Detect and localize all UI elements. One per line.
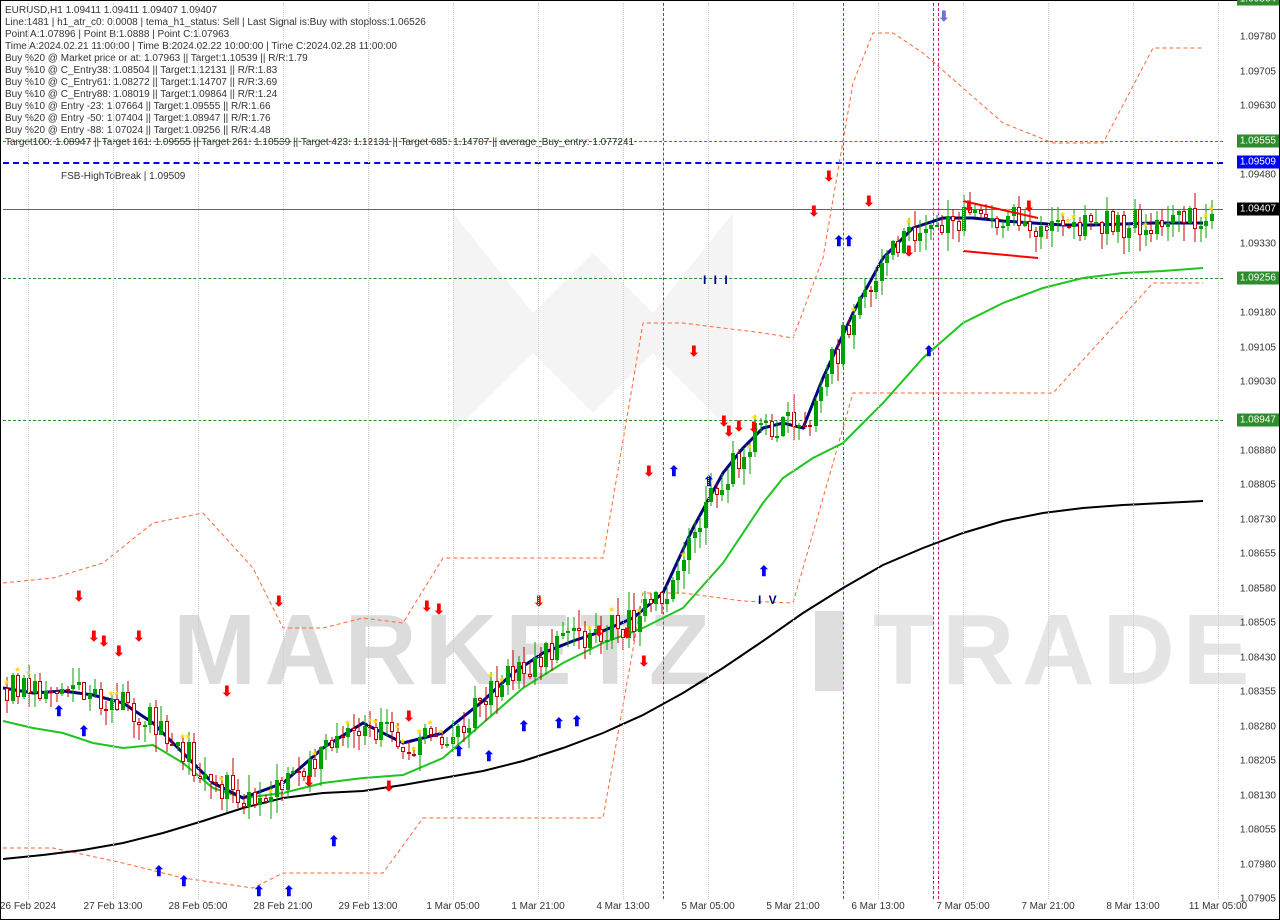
y-tick: 1.08805 <box>1240 480 1276 491</box>
y-tick: 1.09630 <box>1240 101 1276 112</box>
y-tick: 1.09480 <box>1240 170 1276 181</box>
info-line: Buy %10 @ C_Entry61: 1.08272 || Target:1… <box>5 77 277 88</box>
y-tick: 1.09780 <box>1240 32 1276 43</box>
x-tick: 6 Mar 13:00 <box>851 901 904 912</box>
wave-label: I I I <box>703 273 730 287</box>
x-tick: 26 Feb 2024 <box>0 901 56 912</box>
x-tick: 1 Mar 05:00 <box>426 901 479 912</box>
x-tick: 29 Feb 13:00 <box>339 901 398 912</box>
price-tag: 1.09555 <box>1237 134 1279 147</box>
x-tick: 7 Mar 21:00 <box>1021 901 1074 912</box>
y-tick: 1.08880 <box>1240 446 1276 457</box>
y-tick: 1.09180 <box>1240 308 1276 319</box>
x-gridline <box>113 3 114 899</box>
x-tick: 28 Feb 21:00 <box>254 901 313 912</box>
price-tag: 1.09864 <box>1237 0 1279 5</box>
y-tick: 1.09330 <box>1240 239 1276 250</box>
x-gridline <box>1218 3 1219 899</box>
x-gridline <box>1133 3 1134 899</box>
y-tick: 1.08430 <box>1240 652 1276 663</box>
price-tag: 1.09509 <box>1237 155 1279 168</box>
x-tick: 11 Mar 05:00 <box>1189 901 1247 912</box>
chart-container: MARKETZ TRADE ★★★★★★★★★★★★★★★★★★★★★★★★★★… <box>0 0 1280 920</box>
info-line: Buy %10 @ C_Entry38: 1.08504 || Target:1… <box>5 65 277 76</box>
info-line: Buy %20 @ Entry -88: 1.07024 || Target:1… <box>5 125 271 136</box>
x-tick: 4 Mar 13:00 <box>596 901 649 912</box>
x-gridline <box>793 3 794 899</box>
info-line: Buy %10 @ C_Entry88: 1.08019 || Target:1… <box>5 89 277 100</box>
y-tick: 1.08580 <box>1240 583 1276 594</box>
info-line: Buy %20 @ Entry -50: 1.07404 || Target:1… <box>5 113 271 124</box>
y-tick: 1.07980 <box>1240 859 1276 870</box>
y-tick: 1.09105 <box>1240 342 1276 353</box>
y-tick: 1.09030 <box>1240 377 1276 388</box>
y-tick: 1.08355 <box>1240 687 1276 698</box>
y-tick: 1.08505 <box>1240 618 1276 629</box>
x-gridline <box>623 3 624 899</box>
x-gridline <box>1048 3 1049 899</box>
price-tag: 1.09256 <box>1237 272 1279 285</box>
x-axis: 26 Feb 2024 27 Feb 13:00 28 Feb 05:00 28 Fe… <box>3 899 1223 919</box>
info-line: Buy %10 @ Entry -23: 1.07664 || Target:1… <box>5 101 271 112</box>
x-tick: 8 Mar 13:00 <box>1106 901 1159 912</box>
x-gridline <box>28 3 29 899</box>
x-tick: 28 Feb 05:00 <box>169 901 228 912</box>
fsb-label: FSB-HighToBreak | 1.09509 <box>61 171 185 182</box>
y-tick: 1.08280 <box>1240 721 1276 732</box>
y-axis: 1.079051.079801.080551.081301.082051.082… <box>1223 3 1279 899</box>
info-line: Time A:2024.02.21 11:00:00 | Time B:2024… <box>5 41 397 52</box>
x-tick: 5 Mar 21:00 <box>766 901 819 912</box>
wave-label: I V <box>758 593 779 607</box>
x-gridline <box>368 3 369 899</box>
info-line: Target100: 1.08947 || Target 161: 1.0955… <box>5 137 634 148</box>
x-tick: 1 Mar 21:00 <box>511 901 564 912</box>
y-tick: 1.08205 <box>1240 756 1276 767</box>
info-line: Buy %20 @ Market price or at: 1.07963 ||… <box>5 53 308 64</box>
x-tick: 5 Mar 05:00 <box>681 901 734 912</box>
y-tick: 1.08730 <box>1240 514 1276 525</box>
x-gridline <box>198 3 199 899</box>
info-line: Point A:1.07896 | Point B:1.0888 | Point… <box>5 29 229 40</box>
x-gridline <box>878 3 879 899</box>
info-line: Line:1481 | h1_atr_c0: 0.0008 | tema_h1_… <box>5 17 426 28</box>
chart-plot-area[interactable]: MARKETZ TRADE ★★★★★★★★★★★★★★★★★★★★★★★★★★… <box>3 3 1223 899</box>
x-gridline <box>963 3 964 899</box>
x-gridline <box>453 3 454 899</box>
y-tick: 1.08055 <box>1240 825 1276 836</box>
price-tag: 1.09407 <box>1237 202 1279 215</box>
x-gridline <box>538 3 539 899</box>
y-tick: 1.09705 <box>1240 66 1276 77</box>
y-tick: 1.08655 <box>1240 549 1276 560</box>
x-gridline <box>708 3 709 899</box>
y-tick: 1.08130 <box>1240 790 1276 801</box>
x-tick: 27 Feb 13:00 <box>84 901 143 912</box>
x-gridline <box>283 3 284 899</box>
price-tag: 1.08947 <box>1237 414 1279 427</box>
x-tick: 7 Mar 05:00 <box>936 901 989 912</box>
chart-symbol-header: EURUSD,H1 1.09411 1.09411 1.09407 1.0940… <box>5 5 217 16</box>
